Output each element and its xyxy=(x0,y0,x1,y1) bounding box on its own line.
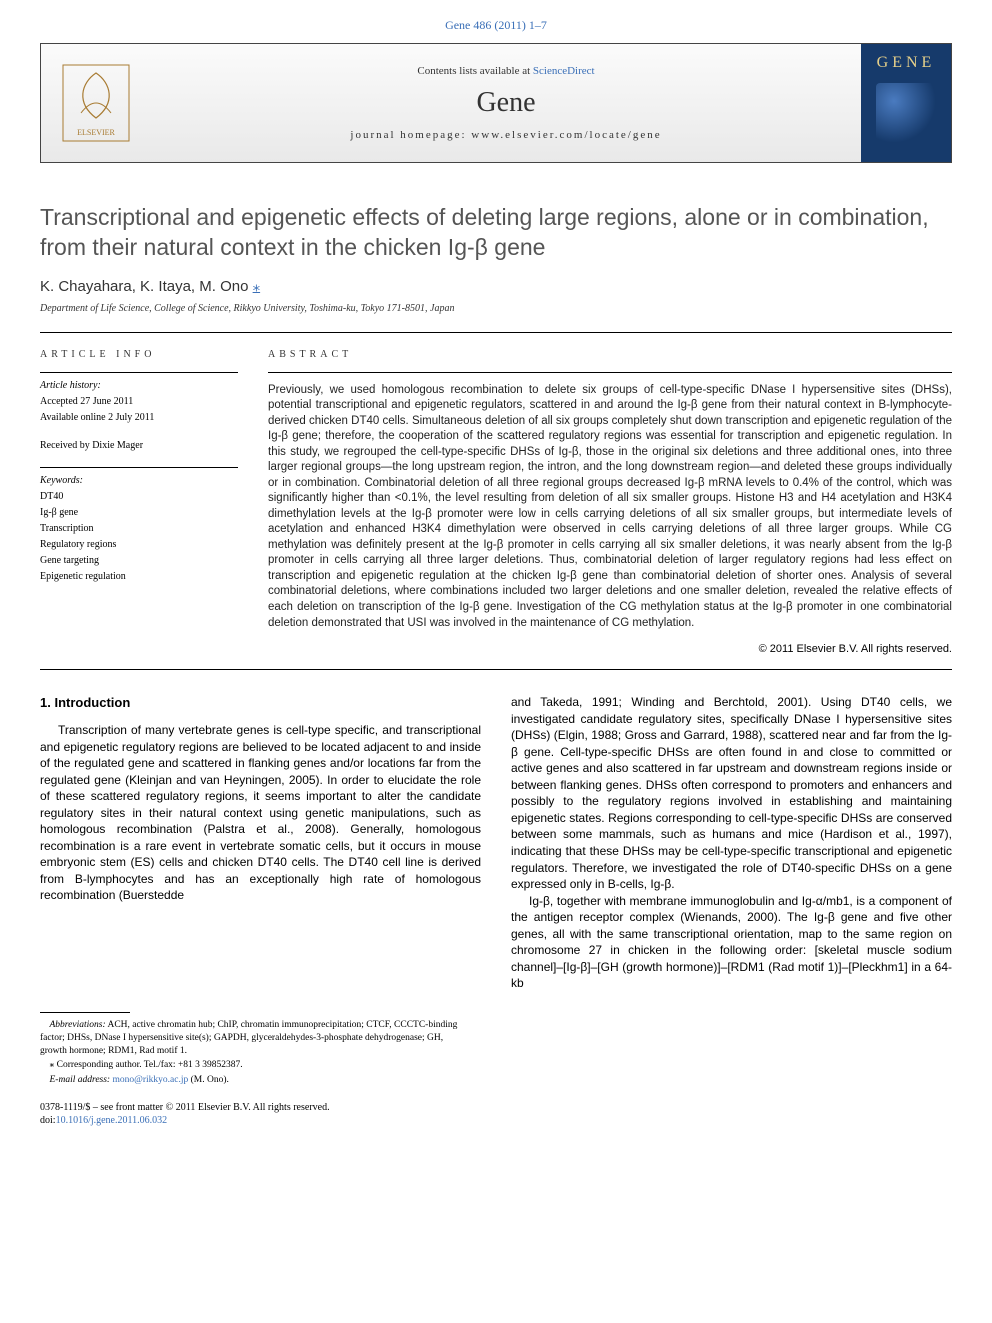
email-label: E-mail address: xyxy=(50,1075,111,1085)
right-column: and Takeda, 1991; Winding and Berchtold,… xyxy=(511,694,952,992)
keyword: Regulatory regions xyxy=(40,538,238,552)
doi-prefix: doi: xyxy=(40,1115,56,1126)
accepted-date: Accepted 27 June 2011 xyxy=(40,395,238,409)
online-date: Available online 2 July 2011 xyxy=(40,411,238,425)
issn-line: 0378-1119/$ – see front matter © 2011 El… xyxy=(40,1101,952,1114)
footnote-divider xyxy=(40,1012,130,1013)
keyword: DT40 xyxy=(40,490,238,504)
footnotes: Abbreviations: ACH, active chromatin hub… xyxy=(40,1012,470,1087)
keywords-label: Keywords: xyxy=(40,474,238,488)
page-footer: 0378-1119/$ – see front matter © 2011 El… xyxy=(40,1101,952,1127)
keyword: Gene targeting xyxy=(40,554,238,568)
article-title: Transcriptional and epigenetic effects o… xyxy=(40,203,952,263)
citation-link[interactable]: Gene 486 (2011) 1–7 xyxy=(0,0,992,43)
email-link[interactable]: mono@rikkyo.ac.jp xyxy=(112,1075,188,1085)
received-by: Received by Dixie Mager xyxy=(40,439,238,453)
cover-art xyxy=(876,83,936,143)
keyword: Epigenetic regulation xyxy=(40,570,238,584)
keywords-block: Keywords: DT40 Ig-β gene Transcription R… xyxy=(40,474,238,584)
journal-banner: ELSEVIER Contents lists available at Sci… xyxy=(40,43,952,163)
email-suffix: (M. Ono). xyxy=(188,1075,229,1085)
elsevier-logo: ELSEVIER xyxy=(61,63,131,143)
svg-text:ELSEVIER: ELSEVIER xyxy=(77,128,115,137)
citation-link-text[interactable]: Gene 486 (2011) 1–7 xyxy=(445,18,547,32)
info-abstract-row: ARTICLE INFO Article history: Accepted 2… xyxy=(40,333,952,655)
intro-para-1: Transcription of many vertebrate genes i… xyxy=(40,722,481,904)
article-info-column: ARTICLE INFO Article history: Accepted 2… xyxy=(40,333,238,655)
sciencedirect-link[interactable]: ScienceDirect xyxy=(533,65,595,77)
author-list: K. Chayahara, K. Itaya, M. Ono ⁎ xyxy=(40,277,952,295)
abstract-text: Previously, we used homologous recombina… xyxy=(268,383,952,631)
keyword: Transcription xyxy=(40,522,238,536)
intro-para-3: Ig-β, together with membrane immunoglobu… xyxy=(511,893,952,992)
abbrev-label: Abbreviations: xyxy=(50,1020,106,1030)
contents-line: Contents lists available at ScienceDirec… xyxy=(417,65,594,77)
doi-line: doi:10.1016/j.gene.2011.06.032 xyxy=(40,1114,952,1127)
cover-title: GENE xyxy=(877,54,936,72)
mid-divider xyxy=(40,669,952,670)
contents-prefix: Contents lists available at xyxy=(417,65,532,77)
journal-cover: GENE xyxy=(861,44,951,162)
banner-center: Contents lists available at ScienceDirec… xyxy=(151,44,861,162)
intro-para-2: and Takeda, 1991; Winding and Berchtold,… xyxy=(511,694,952,893)
author-names: K. Chayahara, K. Itaya, M. Ono xyxy=(40,278,253,295)
email-line: E-mail address: mono@rikkyo.ac.jp (M. On… xyxy=(40,1074,470,1087)
affiliation: Department of Life Science, College of S… xyxy=(40,303,952,314)
abbreviations: Abbreviations: ACH, active chromatin hub… xyxy=(40,1019,470,1057)
intro-heading: 1. Introduction xyxy=(40,694,481,712)
abstract-column: ABSTRACT Previously, we used homologous … xyxy=(268,333,952,655)
article-info-heading: ARTICLE INFO xyxy=(40,349,238,360)
corresponding-author-note: ⁎ Corresponding author. Tel./fax: +81 3 … xyxy=(40,1059,470,1072)
info-divider-1 xyxy=(40,372,238,373)
intro-text-1: Transcription of many vertebrate genes i… xyxy=(40,723,481,902)
abstract-copyright: © 2011 Elsevier B.V. All rights reserved… xyxy=(268,643,952,655)
article-history-block: Article history: Accepted 27 June 2011 A… xyxy=(40,379,238,425)
info-divider-2 xyxy=(40,467,238,468)
received-block: Received by Dixie Mager xyxy=(40,439,238,453)
journal-name: Gene xyxy=(476,87,535,119)
history-label: Article history: xyxy=(40,379,238,393)
abstract-divider xyxy=(268,372,952,373)
keyword: Ig-β gene xyxy=(40,506,238,520)
corresponding-author-symbol[interactable]: ⁎ xyxy=(253,278,261,295)
publisher-logo-box: ELSEVIER xyxy=(41,44,151,162)
journal-homepage: journal homepage: www.elsevier.com/locat… xyxy=(350,129,661,141)
left-column: 1. Introduction Transcription of many ve… xyxy=(40,694,481,992)
abstract-heading: ABSTRACT xyxy=(268,349,952,360)
body-columns: 1. Introduction Transcription of many ve… xyxy=(40,694,952,992)
doi-link[interactable]: 10.1016/j.gene.2011.06.032 xyxy=(56,1115,168,1126)
